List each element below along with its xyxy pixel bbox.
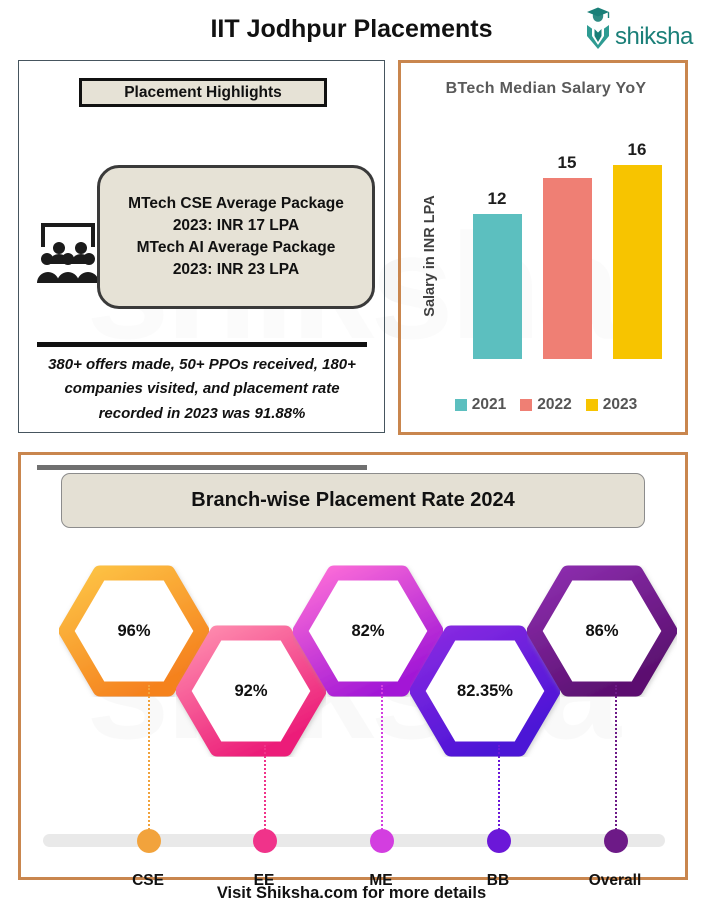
hexagon-value-Overall: 86% bbox=[585, 621, 619, 640]
placement-stats-text: 380+ offers made, 50+ PPOs received, 180… bbox=[48, 356, 356, 422]
package-line-4: 2023: INR 23 LPA bbox=[172, 261, 300, 278]
connector-BB bbox=[498, 745, 500, 834]
branch-label-ME: ME bbox=[369, 872, 393, 889]
rail-dot-EE[interactable] bbox=[253, 829, 277, 853]
highlights-title-box: Placement Highlights bbox=[79, 78, 327, 107]
bar-2023 bbox=[612, 165, 662, 359]
connector-Overall bbox=[615, 685, 617, 834]
legend-swatch-2023 bbox=[585, 399, 598, 411]
hexagon-CSE[interactable]: 96% bbox=[59, 565, 209, 697]
hexagon-value-ME: 82% bbox=[351, 621, 385, 640]
bar-value-2022: 15 bbox=[557, 152, 577, 172]
chart-y-axis-label: Salary in INR LPA bbox=[422, 195, 438, 317]
hexagon-shape-Overall bbox=[527, 565, 677, 697]
hexagon-value-BB: 82.35% bbox=[457, 681, 513, 700]
legend-label-2023: 2023 bbox=[602, 396, 638, 413]
placement-highlights-panel: Placement Highlights MTech CSE Average P… bbox=[18, 60, 385, 470]
branch-title: Branch-wise Placement Rate 2024 bbox=[191, 489, 515, 511]
page-header: IIT Jodhpur Placements shiksha bbox=[0, 0, 703, 58]
bar-2022 bbox=[542, 177, 592, 359]
hexagon-value-CSE: 96% bbox=[117, 621, 151, 640]
hexagon-EE[interactable]: 92% bbox=[176, 625, 326, 757]
highlights-title: Placement Highlights bbox=[124, 83, 282, 101]
legend-item-2021[interactable]: 2021 bbox=[454, 396, 507, 414]
page-title: IIT Jodhpur Placements bbox=[210, 15, 493, 43]
footer-text: Visit Shiksha.com for more details bbox=[216, 884, 487, 902]
package-line-1: MTech CSE Average Package bbox=[128, 195, 344, 212]
chart-plot-area: 12 15 16 bbox=[453, 117, 681, 359]
logo-text: shiksha bbox=[615, 23, 693, 50]
rail-dot-ME[interactable] bbox=[370, 829, 394, 853]
package-line-2: 2023: INR 17 LPA bbox=[172, 217, 300, 234]
legend-item-2023[interactable]: 2023 bbox=[585, 396, 638, 414]
graduate-cap-icon bbox=[587, 7, 610, 49]
hexagon-shape-BB bbox=[410, 625, 560, 757]
hexagon-value-EE: 92% bbox=[234, 681, 268, 700]
branch-placement-panel: Branch-wise Placement Rate 2024 96% CSE 92… bbox=[18, 452, 688, 889]
chart-title: BTech Median Salary YoY bbox=[445, 80, 647, 97]
bar-2021 bbox=[472, 213, 522, 359]
rail-dot-Overall[interactable] bbox=[604, 829, 628, 853]
hexagon-shape-EE bbox=[176, 625, 326, 757]
connector-ME bbox=[381, 685, 383, 834]
legend-label-2022: 2022 bbox=[537, 396, 572, 413]
rail-dot-CSE[interactable] bbox=[137, 829, 161, 853]
hexagon-diagram: 96% CSE 92% EE 82% ME 82.35% BB 86% Overall bbox=[21, 527, 685, 889]
package-box: MTech CSE Average Package 2023: INR 17 L… bbox=[97, 165, 375, 309]
hexagon-BB[interactable]: 82.35% bbox=[410, 625, 560, 757]
rail-dot-BB[interactable] bbox=[487, 829, 511, 853]
salary-chart-panel: BTech Median Salary YoY Salary in INR LP… bbox=[398, 60, 688, 435]
branch-label-BB: BB bbox=[486, 872, 510, 889]
legend-swatch-2022 bbox=[520, 399, 533, 411]
package-line-3: MTech AI Average Package bbox=[136, 239, 336, 256]
hexagon-ME[interactable]: 82% bbox=[293, 565, 443, 697]
branch-label-Overall: Overall bbox=[588, 872, 642, 889]
hexagon-shape-ME bbox=[293, 565, 443, 697]
branch-label-EE: EE bbox=[253, 872, 275, 889]
audience-classroom-icon bbox=[37, 223, 99, 283]
branch-label-CSE: CSE bbox=[132, 872, 164, 889]
legend-label-2021: 2021 bbox=[471, 396, 507, 413]
chart-legend: 2021 2022 2023 bbox=[401, 396, 691, 414]
divider-top bbox=[37, 342, 367, 347]
bar-value-2021: 12 bbox=[487, 188, 507, 208]
hexagon-Overall[interactable]: 86% bbox=[527, 565, 677, 697]
connector-EE bbox=[264, 745, 266, 834]
legend-item-2022[interactable]: 2022 bbox=[520, 396, 572, 414]
legend-swatch-2021 bbox=[454, 399, 467, 411]
bar-value-2023: 16 bbox=[627, 140, 647, 160]
connector-CSE bbox=[148, 685, 150, 834]
hexagon-shape-CSE bbox=[59, 565, 209, 697]
branch-title-box: Branch-wise Placement Rate 2024 bbox=[61, 473, 645, 528]
shiksha-logo[interactable]: shiksha bbox=[579, 2, 697, 54]
divider-bottom bbox=[37, 465, 367, 470]
